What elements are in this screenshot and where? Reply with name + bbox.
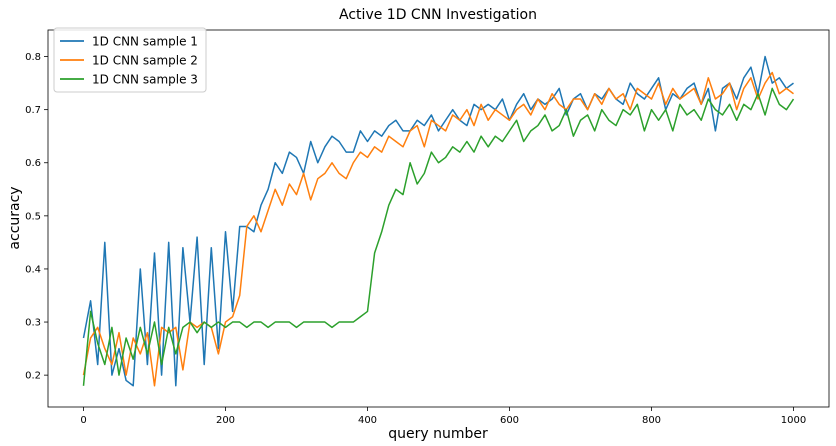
x-axis: 0 200 400 600 800 1000: [80, 407, 806, 426]
y-tick-label: 0.2: [25, 371, 41, 382]
series-layer: [82, 55, 795, 387]
x-tick-label: 800: [642, 415, 661, 426]
legend-label-1: 1D CNN sample 1: [92, 35, 198, 49]
y-tick-label: 0.8: [25, 52, 41, 63]
series-line-2: [82, 71, 794, 387]
y-tick-label: 0.7: [25, 105, 41, 116]
y-tick-label: 0.6: [25, 158, 41, 169]
x-tick-label: 0: [80, 415, 86, 426]
y-tick-label: 0.5: [25, 211, 41, 222]
series-line-1: [82, 55, 794, 387]
x-tick-label: 1000: [781, 415, 806, 426]
y-axis-title: accuracy: [7, 186, 23, 249]
y-tick-label: 0.4: [25, 264, 41, 275]
legend-label-2: 1D CNN sample 2: [92, 54, 198, 68]
chart-title: Active 1D CNN Investigation: [339, 7, 537, 23]
x-tick-label: 200: [216, 415, 235, 426]
x-tick-label: 400: [358, 415, 377, 426]
legend-box: [53, 27, 207, 93]
x-tick-label: 600: [500, 415, 519, 426]
y-tick-label: 0.3: [25, 318, 41, 329]
series-line-3: [82, 87, 795, 386]
x-axis-title: query number: [388, 426, 488, 442]
y-axis: 0.2 0.3 0.4 0.5 0.6 0.7 0.8: [25, 52, 48, 382]
plot-frame: [47, 29, 830, 408]
legend: 1D CNN sample 1 1D CNN sample 2 1D CNN sam…: [53, 27, 207, 93]
legend-label-3: 1D CNN sample 3: [92, 73, 198, 87]
